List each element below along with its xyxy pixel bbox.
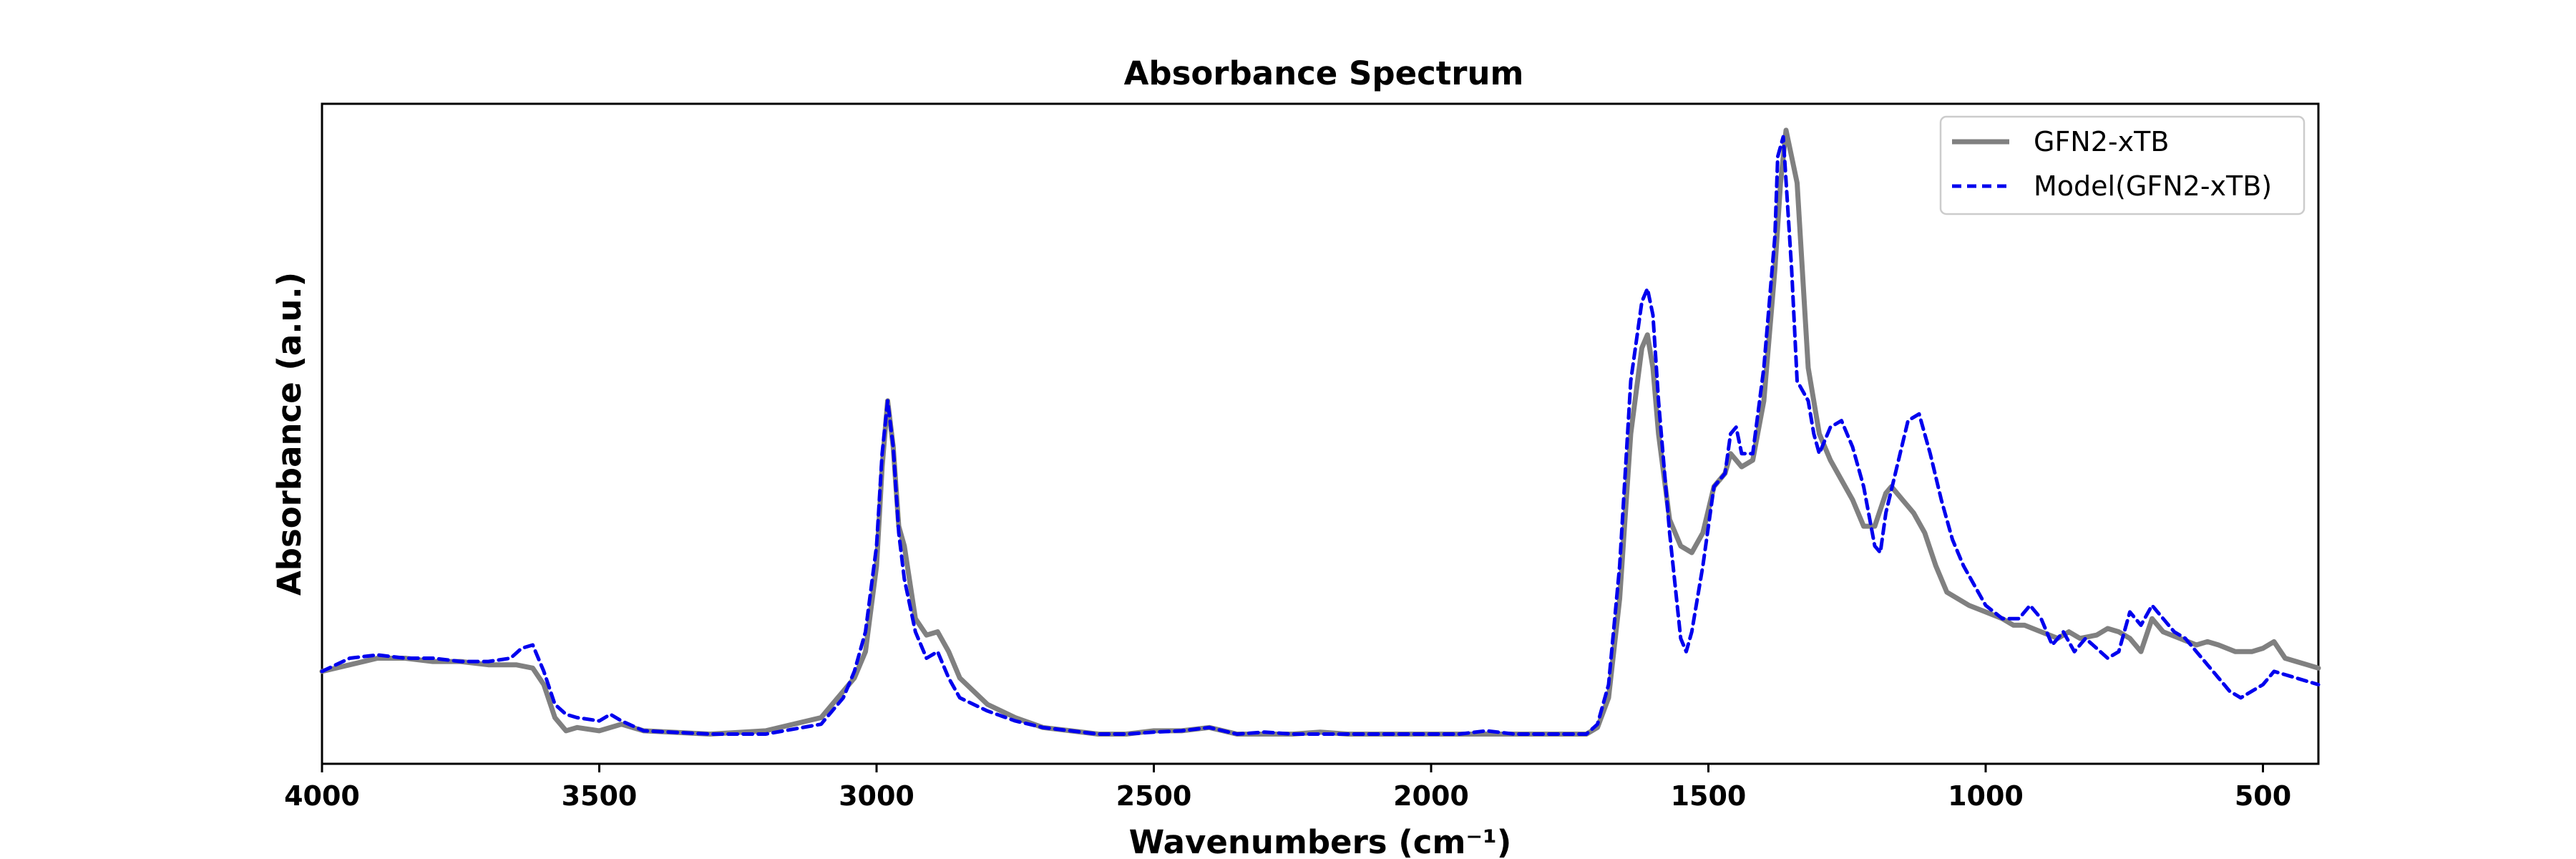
x-axis-ticks: 4000 3500 3000 2500 2000 1500 1000 500 — [284, 764, 2291, 812]
plot-frame — [321, 102, 2320, 765]
series-line-model-gfn2-xtb — [320, 135, 2321, 736]
x-tick-label: 500 — [2235, 780, 2291, 812]
series-layer — [319, 127, 2321, 737]
legend-label: Model(GFN2-xTB) — [2034, 170, 2272, 202]
legend-box — [1939, 115, 2306, 215]
legend: GFN2-xTB Model(GFN2-xTB) — [1939, 115, 2306, 215]
x-tick-label: 2500 — [1116, 780, 1192, 812]
y-axis-label: Absorbance (a.u.) — [270, 272, 308, 596]
x-tick-label: 4000 — [284, 780, 360, 812]
x-tick-label: 1500 — [1671, 780, 1747, 812]
x-axis-label: Wavenumbers (cm⁻¹) — [1129, 823, 1512, 859]
x-tick-label: 3000 — [839, 780, 914, 812]
x-tick-label: 3500 — [562, 780, 638, 812]
x-tick-label: 1000 — [1948, 780, 2024, 812]
chart-title: Absorbance Spectrum — [1124, 54, 1524, 92]
x-tick-label: 2000 — [1393, 780, 1469, 812]
legend-label: GFN2-xTB — [2034, 126, 2169, 157]
